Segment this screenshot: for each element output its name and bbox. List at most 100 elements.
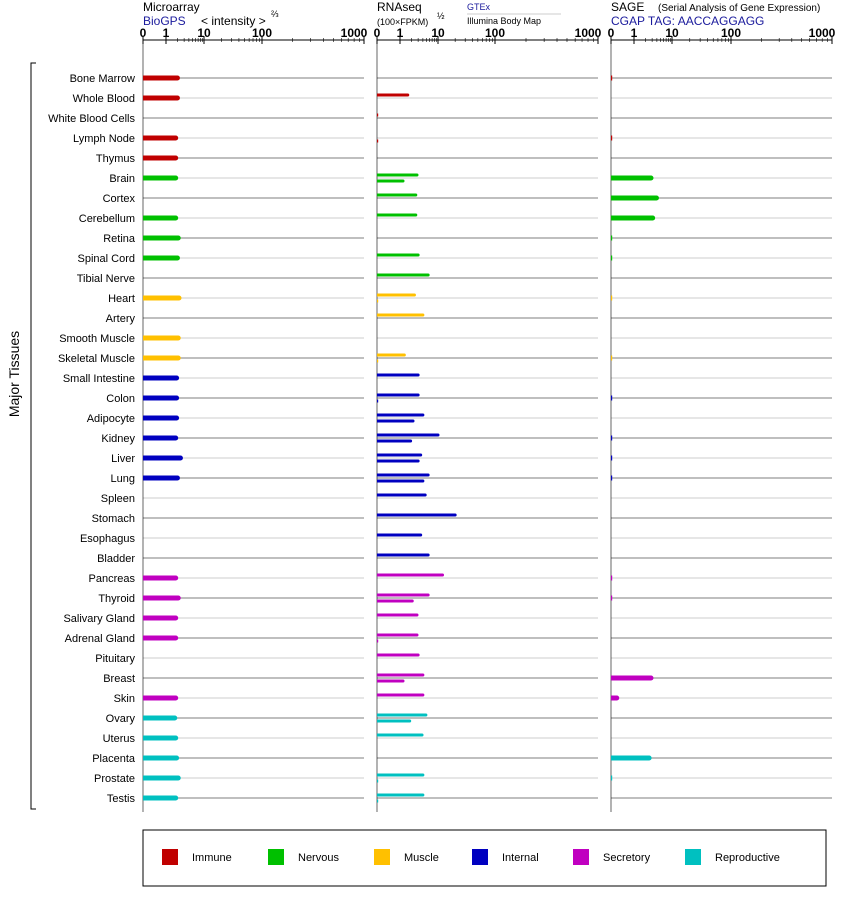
- microarray-bar: [143, 715, 175, 721]
- rnaseq-gtex-bar: [377, 293, 415, 297]
- microarray-bar: [143, 635, 176, 641]
- legend-label: Immune: [192, 852, 232, 864]
- sage-bar-cap: [646, 755, 652, 761]
- rnaseq-gtex-bar: [377, 413, 423, 417]
- microarray-bar-cap: [173, 575, 179, 581]
- tissue-label: Thymus: [96, 153, 136, 165]
- rnaseq-bodymap-bar-cap: [408, 719, 412, 723]
- rnaseq-gtex-bar-cap: [406, 93, 410, 97]
- rnaseq-gtex-bar-cap: [441, 573, 445, 577]
- sage-bar-cap: [614, 695, 620, 701]
- tissue-label: Thyroid: [98, 593, 135, 605]
- rnaseq-bodymap-bar: [377, 399, 379, 403]
- legend-swatch: [685, 849, 701, 865]
- sage-bar: [611, 695, 617, 701]
- tissue-label: Adrenal Gland: [65, 633, 135, 645]
- tissue-label: Spinal Cord: [78, 253, 135, 265]
- tissue-label: Whole Blood: [73, 93, 135, 105]
- rnaseq-bodymap-bar-cap: [416, 459, 420, 463]
- sage-bar: [611, 475, 613, 481]
- legend-label: Reproductive: [715, 852, 780, 864]
- legend-label: Muscle: [404, 852, 439, 864]
- microarray-bar-cap: [173, 155, 179, 161]
- tissue-label: Stomach: [92, 513, 135, 525]
- rnaseq-gtex-bar: [377, 633, 417, 637]
- rnaseq-gtex-bar: [377, 793, 423, 797]
- x-tick-label: 1000: [575, 26, 602, 40]
- microarray-exponent: ⅔: [271, 9, 279, 19]
- rnaseq-source-gtex: GTEx: [467, 2, 491, 12]
- tissue-label: Bladder: [97, 553, 135, 565]
- microarray-bar: [143, 355, 179, 361]
- rnaseq-bodymap-bar-cap: [410, 599, 414, 603]
- row-grid: Bone Marrow Whole Blood White Blood Cells L…: [48, 73, 832, 805]
- tissue-label: White Blood Cells: [48, 113, 135, 125]
- x-tick-label: 1000: [809, 26, 836, 40]
- microarray-bar: [143, 775, 179, 781]
- tissue-label: Small Intestine: [63, 373, 135, 385]
- microarray-bar: [143, 335, 179, 341]
- rnaseq-gtex-bar: [377, 673, 423, 677]
- x-tick-label: 0: [140, 26, 147, 40]
- sage-bar: [611, 395, 613, 401]
- rnaseq-gtex-bar: [377, 553, 429, 557]
- rnaseq-gtex-bar-cap: [416, 253, 420, 257]
- sage-bar: [611, 575, 613, 581]
- sage-title: SAGE: [611, 0, 644, 14]
- sage-bar-cap: [653, 195, 659, 201]
- tissue-label: Lymph Node: [73, 133, 135, 145]
- legend-swatch: [374, 849, 390, 865]
- rnaseq-gtex-bar-cap: [436, 433, 440, 437]
- microarray-bar: [143, 295, 180, 301]
- rnaseq-gtex-bar: [377, 213, 416, 217]
- microarray-bar: [143, 155, 176, 161]
- rnaseq-bodymap-bar: [377, 179, 404, 183]
- microarray-bar: [143, 755, 177, 761]
- rnaseq-gtex-bar: [377, 453, 421, 457]
- microarray-bar-cap: [175, 775, 181, 781]
- microarray-title: Microarray: [143, 0, 200, 14]
- rnaseq-bodymap-bar: [377, 639, 379, 643]
- legend-label: Secretory: [603, 852, 651, 864]
- tissue-label: Bone Marrow: [70, 73, 135, 85]
- bar-marks: [143, 75, 659, 803]
- tissue-label: Colon: [106, 393, 135, 405]
- rnaseq-bodymap-bar-cap: [401, 679, 405, 683]
- rnaseq-gtex-bar-cap: [419, 533, 423, 537]
- sage-bar: [611, 135, 613, 141]
- microarray-bar: [143, 175, 176, 181]
- microarray-bar-cap: [173, 215, 179, 221]
- rnaseq-gtex-bar-cap: [420, 733, 424, 737]
- rnaseq-gtex-bar: [377, 593, 429, 597]
- microarray-bar-cap: [174, 395, 180, 401]
- microarray-bar-cap: [175, 235, 181, 241]
- sage-bar: [611, 355, 613, 361]
- legend-swatch: [162, 849, 178, 865]
- sage-subtitle: (Serial Analysis of Gene Expression): [658, 3, 820, 14]
- rnaseq-gtex-bar-cap: [421, 693, 425, 697]
- microarray-bar-cap: [174, 415, 180, 421]
- microarray-bar: [143, 75, 178, 81]
- rnaseq-gtex-bar: [377, 313, 423, 317]
- microarray-bar: [143, 135, 176, 141]
- microarray-bar-cap: [175, 355, 181, 361]
- rnaseq-gtex-bar-cap: [415, 633, 419, 637]
- x-tick-label: 10: [197, 26, 211, 40]
- x-tick-label: 10: [431, 26, 445, 40]
- legend-swatch: [268, 849, 284, 865]
- microarray-bar-cap: [173, 435, 179, 441]
- rnaseq-source-bodymap: Illumina Body Map: [467, 16, 541, 26]
- microarray-bar-cap: [177, 455, 183, 461]
- rnaseq-gtex-bar: [377, 93, 408, 97]
- x-tick-label: 100: [721, 26, 741, 40]
- x-tick-label: 10: [665, 26, 679, 40]
- microarray-bar: [143, 735, 176, 741]
- sage-bar: [611, 195, 657, 201]
- sage-bar: [611, 675, 651, 681]
- microarray-bar-cap: [173, 635, 179, 641]
- rnaseq-gtex-bar: [377, 193, 416, 197]
- sage-bar: [611, 75, 613, 81]
- tissue-label: Prostate: [94, 773, 135, 785]
- tissue-label: Testis: [107, 793, 136, 805]
- microarray-bar: [143, 255, 178, 261]
